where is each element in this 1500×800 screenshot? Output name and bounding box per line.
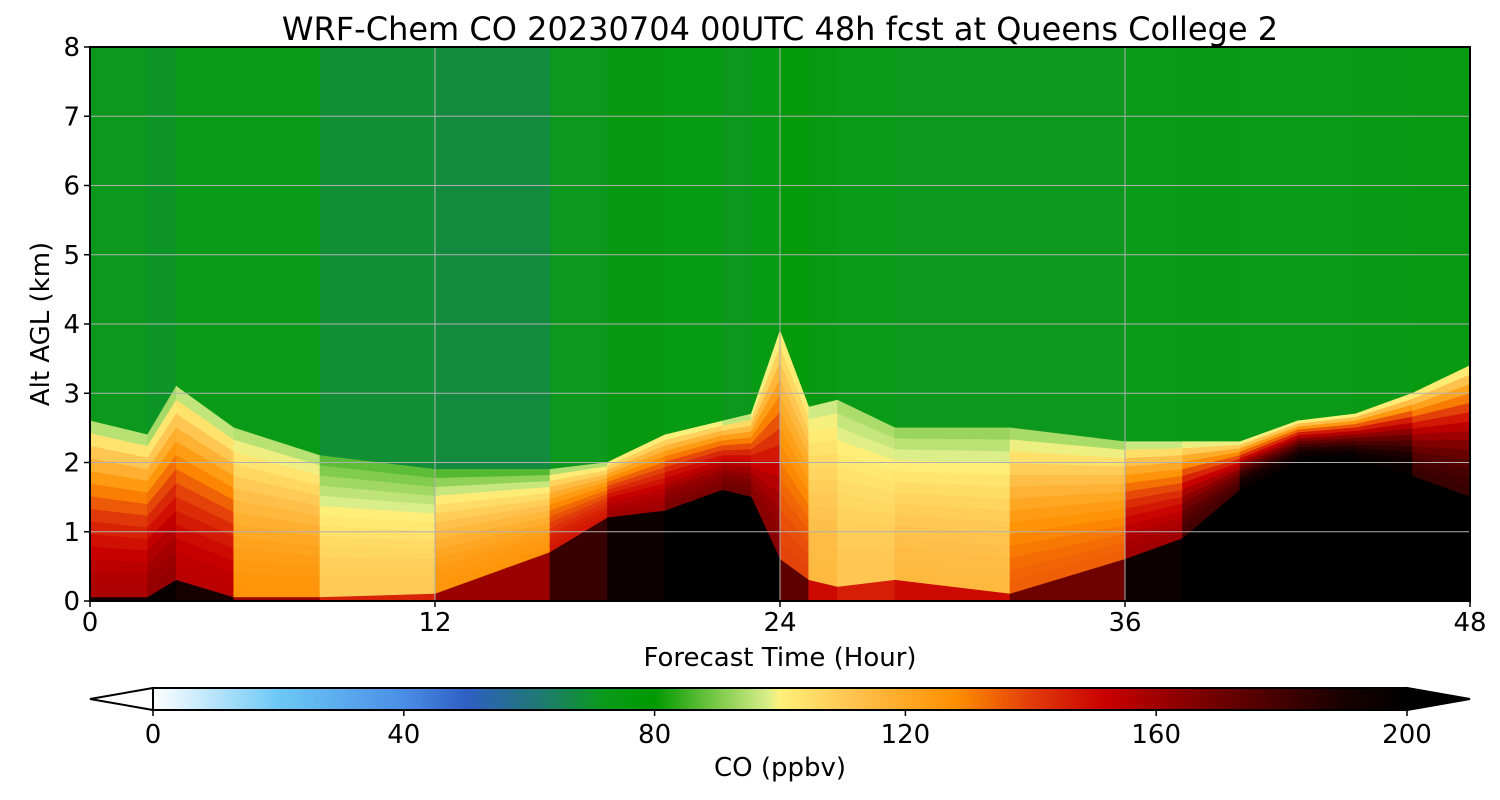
boundary-layer-band [1297,458,1356,463]
x-tick-label: 0 [82,608,99,638]
colorbar-extend-max [1406,686,1471,712]
y-tick-label: 0 [63,587,80,617]
x-tick-label: 24 [763,608,796,638]
boundary-layer-band [319,566,436,578]
boundary-layer-band [808,479,838,494]
colorbar-tick-label: 80 [638,720,671,750]
boundary-layer-band [808,505,838,521]
boundary-layer-band [837,546,896,561]
boundary-layer-band [808,466,838,482]
dense-core-cell [607,510,666,601]
boundary-layer-band [319,556,436,568]
boundary-layer-band [233,585,321,598]
colorbar-label: CO (ppbv) [714,753,846,783]
colorbar: 0 40 80 120 160 200 CO (ppbv) [89,686,1471,783]
boundary-layer-band [90,572,148,587]
colorbar-body [152,687,1408,711]
colorbar-tick-label: 200 [1382,720,1432,750]
y-axis-label: Alt AGL (km) [26,242,56,406]
x-axis-label: Forecast Time (Hour) [643,643,916,673]
x-axis: 0 12 24 36 48 [82,601,1487,638]
x-tick-label: 48 [1453,608,1486,638]
y-tick-label: 6 [63,172,80,202]
boundary-layer-band [808,453,838,470]
y-tick-label: 3 [63,379,80,409]
colorbar-tick-label: 40 [387,720,420,750]
y-tick-label: 7 [63,102,80,132]
boundary-layer-band [808,493,838,508]
y-tick-label: 2 [63,449,80,479]
y-tick-label: 8 [63,33,80,63]
y-tick-label: 5 [63,241,80,271]
y-tick-label: 1 [63,518,80,548]
colorbar-tick-label: 0 [145,720,162,750]
boundary-layer-band [90,584,148,598]
chart-title: WRF-Chem CO 20230704 00UTC 48h fcst at Q… [282,10,1278,48]
colorbar-tick-label: 120 [881,720,931,750]
dense-core-cell [1412,475,1470,601]
y-tick-label: 4 [63,310,80,340]
x-tick-label: 12 [418,608,451,638]
y-axis: 0 1 2 3 4 5 6 7 8 [63,33,90,617]
boundary-layer-band [722,449,752,456]
colorbar-extend-min [89,686,154,712]
boundary-layer-band [894,427,1011,441]
x-tick-label: 36 [1108,608,1141,638]
dense-core-cell [722,489,752,601]
colorbar-tick-label: 160 [1131,720,1181,750]
